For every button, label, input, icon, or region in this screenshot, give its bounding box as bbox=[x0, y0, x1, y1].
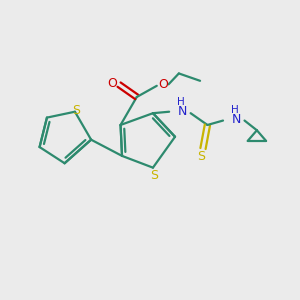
Text: S: S bbox=[72, 104, 80, 117]
Text: H: H bbox=[231, 105, 239, 115]
Text: S: S bbox=[150, 169, 158, 182]
Text: O: O bbox=[158, 78, 168, 91]
Text: N: N bbox=[178, 105, 187, 118]
Text: H: H bbox=[177, 97, 185, 107]
Text: O: O bbox=[108, 77, 118, 90]
Text: N: N bbox=[232, 112, 241, 126]
Text: S: S bbox=[197, 150, 206, 163]
